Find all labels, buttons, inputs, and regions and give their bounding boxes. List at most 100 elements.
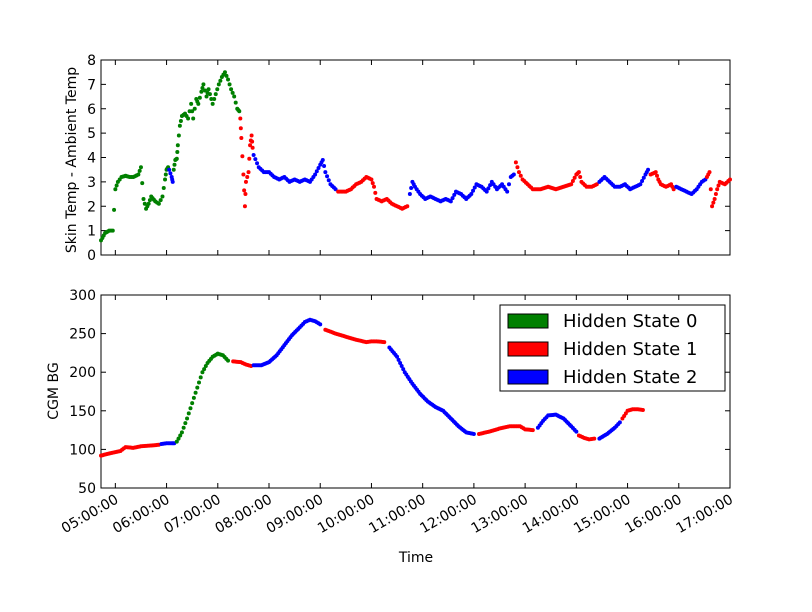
data-point <box>198 375 203 380</box>
data-point <box>505 189 510 194</box>
top-y-tick-label: 2 <box>87 199 96 215</box>
data-point <box>516 170 521 175</box>
data-point <box>190 401 195 406</box>
data-point <box>326 178 331 183</box>
data-point <box>175 143 180 148</box>
top-y-tick-label: 8 <box>87 53 96 69</box>
data-point <box>206 87 211 92</box>
top-plot-frame <box>100 59 731 256</box>
data-point <box>484 189 489 194</box>
top-series-segment-state-1 <box>648 170 676 192</box>
legend-swatch-state-0 <box>507 313 549 329</box>
legend-label-state-1: Hidden State 1 <box>563 339 697 360</box>
data-point <box>248 143 253 148</box>
data-point <box>192 106 197 111</box>
top-series-segment-state-0 <box>171 70 242 172</box>
data-point <box>242 188 247 193</box>
top-series-segment-state-2 <box>167 167 175 184</box>
data-point <box>179 430 184 435</box>
bottom-series-segment-state-1 <box>99 442 161 458</box>
data-point <box>112 207 117 212</box>
data-point <box>250 139 255 144</box>
data-point <box>370 181 375 186</box>
data-point <box>215 87 220 92</box>
data-point <box>245 175 250 179</box>
data-point <box>168 171 173 176</box>
data-point <box>395 354 400 359</box>
data-point <box>222 70 227 75</box>
data-point <box>202 88 207 93</box>
bottom-series-segment-state-2 <box>251 317 323 368</box>
legend: Hidden State 0 Hidden State 1 Hidden State… <box>499 304 726 392</box>
data-point <box>655 173 660 178</box>
data-point <box>196 101 201 106</box>
data-point <box>237 109 242 114</box>
data-point <box>372 184 377 189</box>
data-point <box>175 150 180 155</box>
data-point <box>638 182 643 187</box>
data-point <box>322 164 327 169</box>
data-point <box>255 161 260 166</box>
data-point <box>146 201 151 206</box>
data-point <box>137 168 142 173</box>
data-point <box>167 167 172 172</box>
data-point <box>203 364 208 369</box>
data-point <box>227 82 232 87</box>
data-point <box>246 170 251 175</box>
data-point <box>253 157 258 162</box>
data-point <box>185 416 190 421</box>
data-point <box>218 78 223 83</box>
top-y-tick-label: 1 <box>87 224 96 240</box>
data-point <box>186 116 191 121</box>
bottom-series-segment-state-1 <box>576 433 597 442</box>
data-point <box>314 169 319 174</box>
top-y-tick-label: 0 <box>87 248 96 264</box>
data-point <box>513 160 518 165</box>
data-point <box>671 187 676 192</box>
top-series-segment-state-2 <box>407 172 516 204</box>
x-tick-label: 17:00:00 <box>674 492 736 537</box>
bottom-y-tick-label: 50 <box>78 481 96 497</box>
data-point <box>488 183 493 188</box>
data-point <box>174 156 179 161</box>
data-point <box>136 172 141 177</box>
x-tick-label: 15:00:00 <box>571 492 633 537</box>
data-point <box>197 380 201 385</box>
data-point <box>640 408 645 413</box>
data-point <box>113 187 118 192</box>
data-point <box>471 188 476 193</box>
data-point <box>243 179 248 184</box>
data-point <box>382 340 387 345</box>
x-tick-label: 06:00:00 <box>110 492 172 537</box>
data-point <box>200 370 205 375</box>
data-point <box>450 196 455 201</box>
top-series-segment-state-0 <box>99 165 171 243</box>
data-point <box>207 92 212 97</box>
bottom-series-segment-state-1 <box>477 424 535 436</box>
top-y-tick-label: 3 <box>87 175 96 191</box>
data-point <box>518 173 523 178</box>
data-point <box>452 192 457 197</box>
data-point <box>530 428 535 433</box>
top-y-tick-label: 5 <box>87 126 96 142</box>
data-point <box>190 109 195 114</box>
data-point <box>177 123 182 128</box>
data-point <box>229 87 234 92</box>
data-point <box>250 145 255 150</box>
data-point <box>202 367 207 372</box>
data-point <box>226 77 231 82</box>
data-point <box>210 101 215 106</box>
data-point <box>251 153 256 158</box>
x-tick-label: 05:00:00 <box>59 492 121 537</box>
data-point <box>209 97 214 101</box>
data-point <box>728 177 732 182</box>
data-point <box>323 170 328 175</box>
data-point <box>156 201 161 206</box>
data-point <box>320 157 325 162</box>
data-point <box>171 167 176 172</box>
x-tick-label: 08:00:00 <box>213 492 275 537</box>
data-point <box>576 170 581 175</box>
data-point <box>163 177 168 182</box>
top-plot: 0 1 2 3 4 5 6 7 8 <box>87 53 732 264</box>
x-tick-label: 14:00:00 <box>520 492 582 537</box>
